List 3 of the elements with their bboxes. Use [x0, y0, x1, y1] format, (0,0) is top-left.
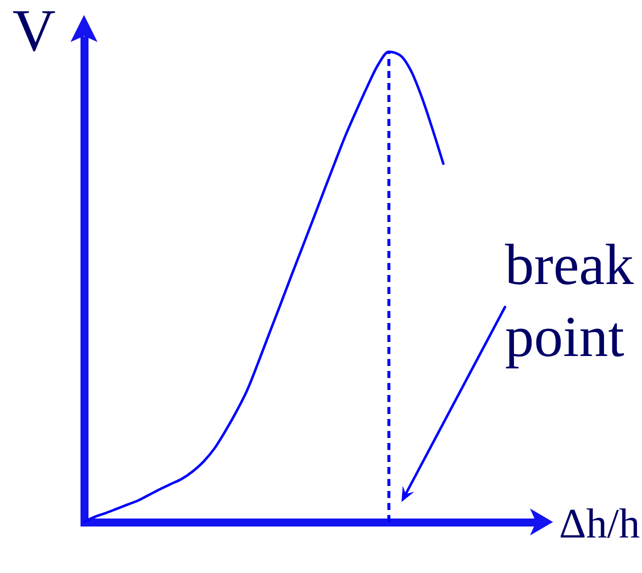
- text: break point: [505, 231, 635, 371]
- y-axis-title: V: [12, 0, 56, 64]
- x-axis-title: Δh/h: [559, 502, 640, 548]
